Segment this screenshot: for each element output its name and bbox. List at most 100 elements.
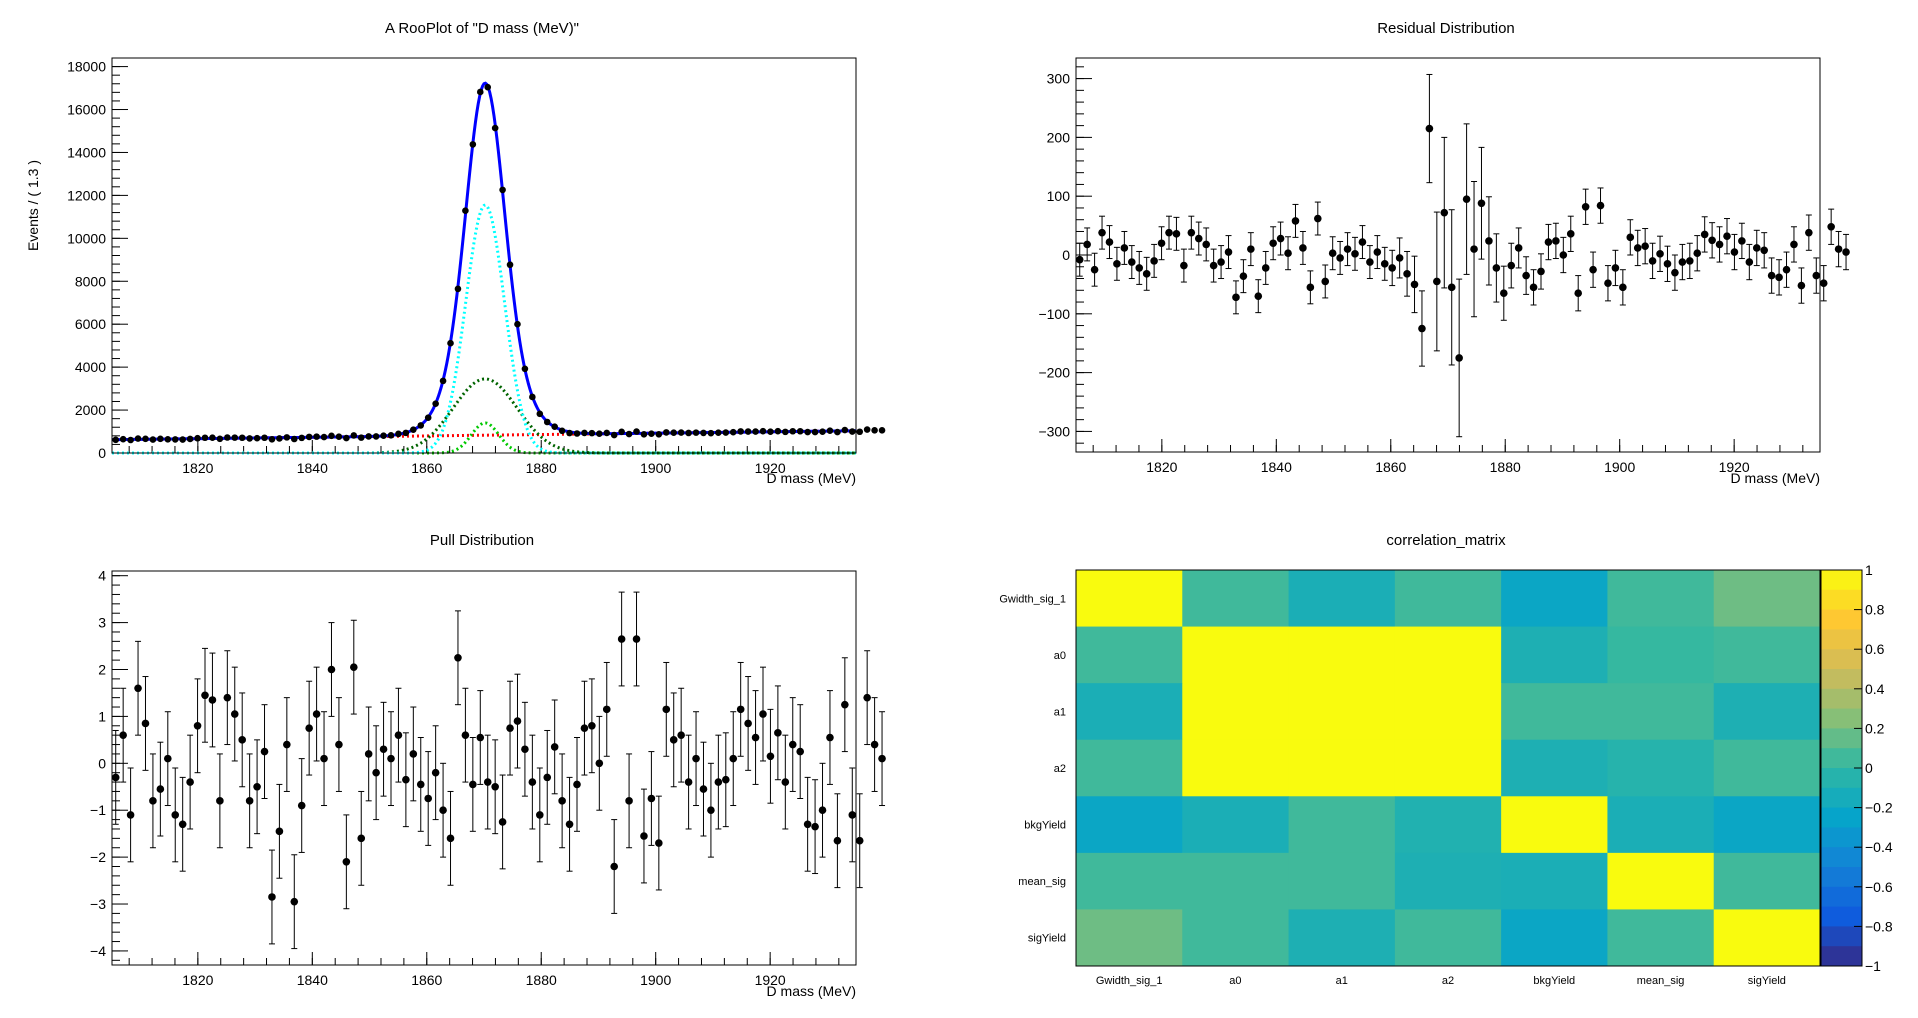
fit-plot-point bbox=[149, 436, 157, 443]
pull-plot-point bbox=[655, 839, 663, 847]
residual-plot-point bbox=[1790, 240, 1798, 249]
colorbar-tick-label: 0 bbox=[1865, 760, 1873, 776]
correlation-matrix-panel: correlation_matrix Gwidth_sig_1 a0 a1 a2 bkg… bbox=[999, 532, 1893, 987]
fit-plot-point bbox=[350, 432, 358, 439]
fit-plot-point bbox=[447, 339, 454, 347]
correlation-cell bbox=[1182, 626, 1290, 684]
fit-plot-point bbox=[298, 434, 306, 442]
pull-plot-point bbox=[483, 778, 492, 786]
fit-plot-point bbox=[157, 435, 164, 443]
correlation-cell bbox=[1713, 796, 1821, 854]
pull-plot-point bbox=[283, 740, 291, 749]
fit-plot-point bbox=[357, 434, 365, 441]
fit-plot-point bbox=[722, 429, 730, 436]
residual-plot-point bbox=[1827, 222, 1835, 231]
residual-plot-y-tick-label: −100 bbox=[1038, 306, 1070, 322]
residual-plot-point bbox=[1812, 271, 1821, 280]
residual-plot-point bbox=[1306, 283, 1315, 292]
fit-curve-total-fit bbox=[111, 81, 857, 442]
pull-plot-point bbox=[469, 780, 477, 789]
fit-plot-y-tick-label: 8000 bbox=[75, 273, 106, 289]
fit-plot-point bbox=[380, 432, 387, 440]
fit-plot-point bbox=[603, 429, 611, 437]
correlation-cell bbox=[1607, 909, 1715, 967]
residual-plot-point bbox=[1693, 249, 1702, 258]
correlation-cell bbox=[1394, 852, 1502, 910]
residual-plot-point bbox=[1656, 250, 1664, 258]
residual-plot-point bbox=[1373, 248, 1382, 256]
pull-plot-point bbox=[126, 811, 135, 819]
pull-plot-point bbox=[513, 717, 522, 725]
fit-plot-y-tick-label: 18000 bbox=[67, 59, 106, 75]
fit-plot-point bbox=[164, 435, 172, 443]
pull-plot-point bbox=[699, 785, 708, 793]
correlation-cell bbox=[1288, 909, 1396, 967]
pull-plot-point bbox=[305, 724, 313, 732]
correlation-cell bbox=[1394, 909, 1502, 967]
pull-plot-point bbox=[714, 778, 723, 786]
fit-plot-y-tick-label: 14000 bbox=[67, 144, 106, 160]
correlation-y-label: a2 bbox=[1054, 763, 1066, 775]
colorbar-segment bbox=[1821, 609, 1862, 630]
pull-plot-point bbox=[632, 635, 641, 643]
fit-plot-point bbox=[491, 124, 499, 132]
residual-plot-point bbox=[1261, 264, 1270, 272]
residual-plot-point bbox=[1775, 273, 1783, 282]
residual-plot-x-tick-label: 1880 bbox=[1490, 459, 1521, 475]
pull-plot-point bbox=[424, 794, 433, 803]
residual-plot-point bbox=[1805, 228, 1813, 237]
pull-plot-point bbox=[275, 827, 284, 836]
fit-plot-point bbox=[365, 433, 372, 440]
residual-plot-point bbox=[1834, 245, 1843, 253]
fit-plot-point bbox=[618, 428, 625, 436]
residual-plot-point bbox=[1150, 257, 1158, 265]
colorbar-segment bbox=[1821, 629, 1862, 650]
residual-plot-point bbox=[1284, 249, 1292, 258]
correlation-cell bbox=[1607, 683, 1715, 741]
pull-plot-point bbox=[803, 820, 812, 829]
correlation-x-label: a1 bbox=[1336, 975, 1348, 987]
residual-plot-point bbox=[1514, 244, 1523, 252]
pull-plot-point bbox=[223, 693, 232, 702]
colorbar-tick-label: −0.4 bbox=[1865, 839, 1893, 855]
correlation-cell bbox=[1288, 683, 1396, 741]
pull-plot-point bbox=[722, 775, 730, 784]
correlation-y-label: a1 bbox=[1054, 706, 1066, 718]
residual-plot-point bbox=[1217, 258, 1225, 266]
correlation-cell bbox=[1288, 796, 1396, 854]
colorbar-segment bbox=[1821, 589, 1862, 611]
pull-plot-y-tick-label: −3 bbox=[90, 896, 106, 912]
correlation-cell bbox=[1713, 909, 1821, 967]
residual-plot-point bbox=[1604, 279, 1612, 288]
residual-plot-point bbox=[1752, 244, 1761, 252]
pull-plot-point bbox=[677, 731, 685, 739]
fit-curve-signal-wide bbox=[112, 377, 856, 455]
pull-plot-point bbox=[416, 780, 425, 789]
colorbar-tick-label: 0.8 bbox=[1865, 602, 1885, 618]
residual-plot-point bbox=[1782, 265, 1791, 274]
fit-plot-point bbox=[662, 429, 670, 436]
fit-plot-y-tick-label: 0 bbox=[98, 445, 106, 461]
pull-plot-point bbox=[297, 801, 306, 810]
pull-plot-point bbox=[476, 733, 485, 742]
fit-plot-point bbox=[610, 431, 618, 439]
residual-plot-point bbox=[1291, 217, 1300, 225]
residual-plot-point bbox=[1433, 277, 1441, 286]
pull-plot-point bbox=[454, 653, 462, 662]
colorbar-segment bbox=[1821, 768, 1862, 789]
pull-plot-point bbox=[230, 710, 239, 718]
pull-plot-point bbox=[602, 705, 611, 714]
correlation-cell bbox=[1607, 626, 1715, 684]
fit-plot-point bbox=[648, 430, 655, 437]
correlation-matrix-frame bbox=[1075, 569, 1821, 967]
pull-plot-point bbox=[647, 794, 656, 803]
residual-plot-point bbox=[1767, 271, 1776, 280]
colorbar-segment bbox=[1821, 886, 1862, 908]
pull-plot-y-tick-label: 2 bbox=[98, 662, 106, 678]
correlation-x-label: a2 bbox=[1442, 975, 1454, 987]
residual-plot-point bbox=[1187, 228, 1196, 237]
pull-plot-point bbox=[327, 665, 336, 674]
pull-plot-y-tick-label: −1 bbox=[90, 802, 106, 818]
residual-plot-y-tick-label: 0 bbox=[1062, 247, 1070, 263]
